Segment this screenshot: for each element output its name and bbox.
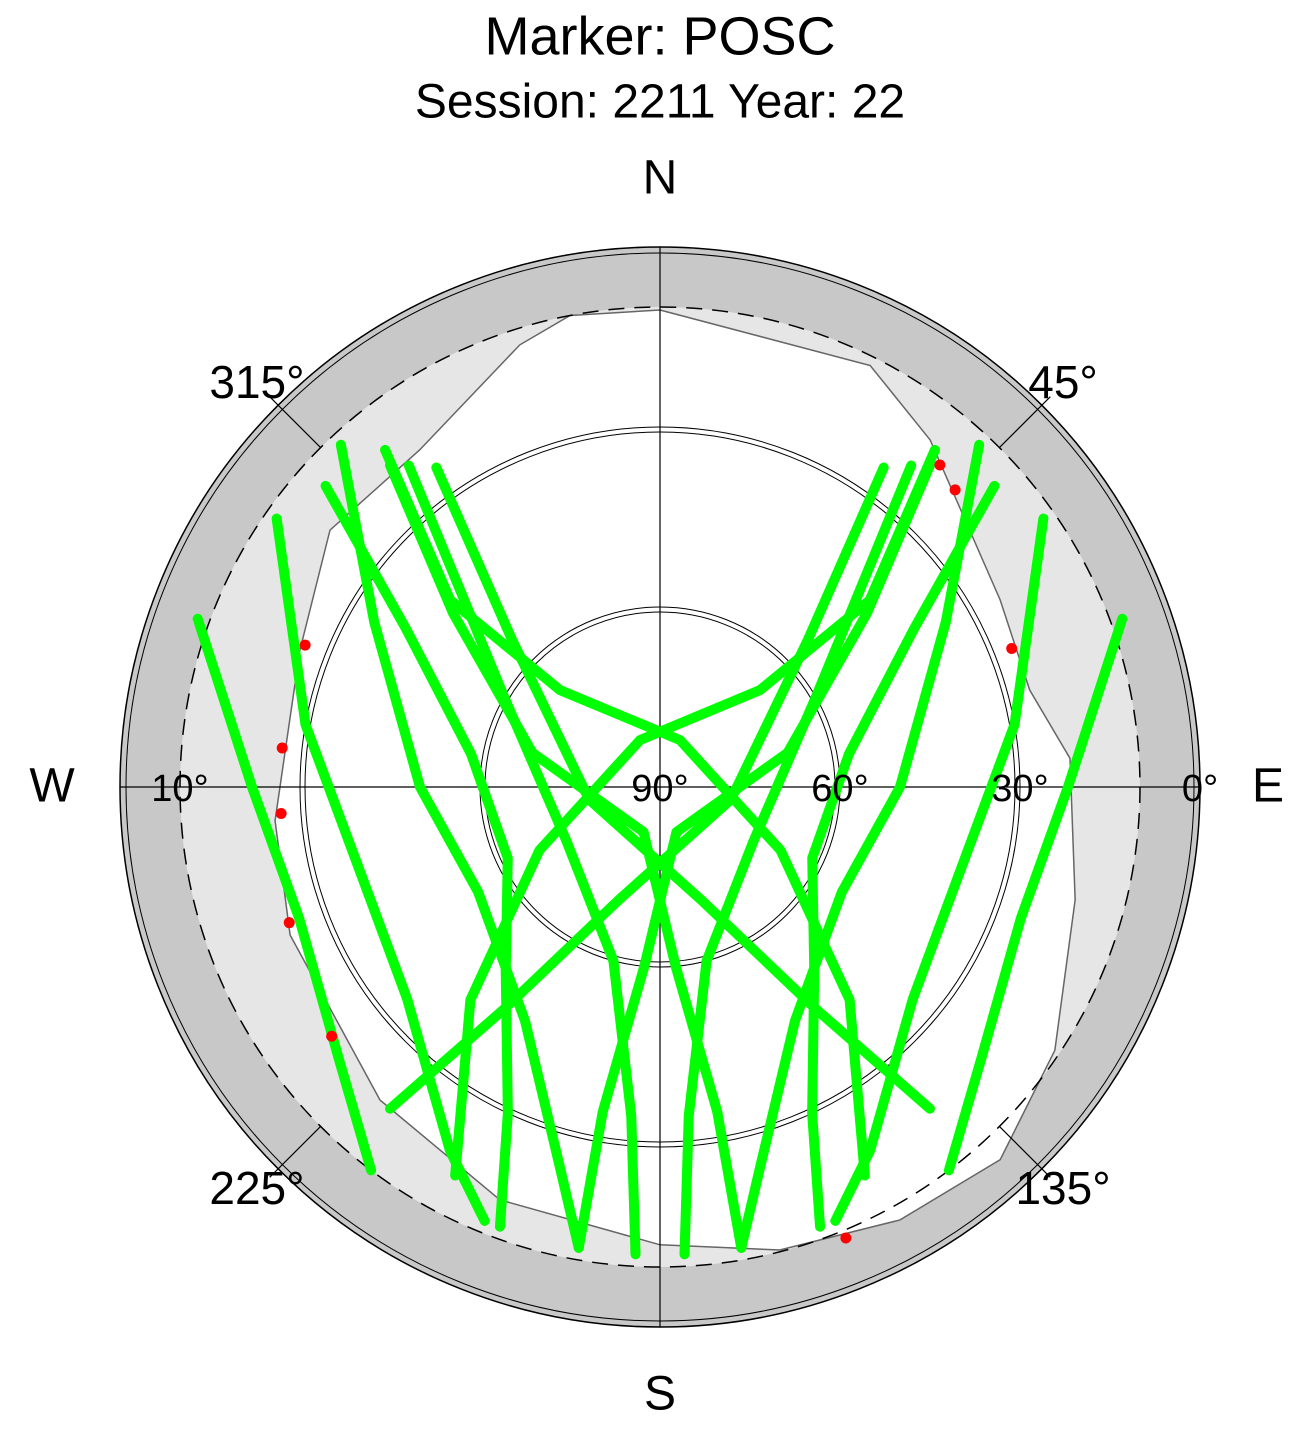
flagged-point [299,639,311,651]
satellite-track [943,613,1128,1176]
azimuth-line [269,396,322,449]
flagged-point [949,484,961,496]
flagged-point [934,459,946,471]
elevation-label: 30° [991,768,1048,810]
satellite-track [679,460,917,1260]
satellite-track [271,513,490,1226]
azimuth-line [998,396,1051,449]
cutoff-label: 10° [151,768,208,810]
satellite-track [736,439,985,1253]
satellite-track [403,460,641,1260]
elevation-label: 0° [1182,768,1218,810]
azimuth-label: S [644,1368,676,1421]
azimuth-line [998,1125,1051,1178]
flagged-point [840,1232,852,1244]
satellite-track [335,439,584,1253]
satellite-track [320,480,513,1232]
azimuth-label: 135° [1015,1162,1110,1214]
azimuth-label: N [643,152,678,205]
satellite-track [807,480,1000,1232]
flagged-point [283,917,295,929]
azimuth-label: E [1252,760,1284,813]
satellite-track [385,460,747,1253]
flagged-point [276,742,288,754]
azimuth-label: 225° [209,1162,304,1214]
satellite-track [385,462,889,1114]
flagged-point [1006,642,1018,654]
satellite-track [830,513,1049,1226]
elevation-label: 90° [631,768,688,810]
elevation-label: 60° [811,768,868,810]
azimuth-label: 315° [209,356,304,408]
satellite-track [192,613,377,1176]
satellite-track [573,460,935,1253]
flagged-point [326,1030,338,1042]
azimuth-label: W [29,760,75,813]
satellite-track [431,462,935,1114]
azimuth-line [269,1125,322,1178]
chart-title: Marker: POSC [484,6,835,66]
chart-subtitle: Session: 2211 Year: 22 [415,76,905,129]
flagged-point [275,807,287,819]
azimuth-label: 45° [1028,356,1098,408]
